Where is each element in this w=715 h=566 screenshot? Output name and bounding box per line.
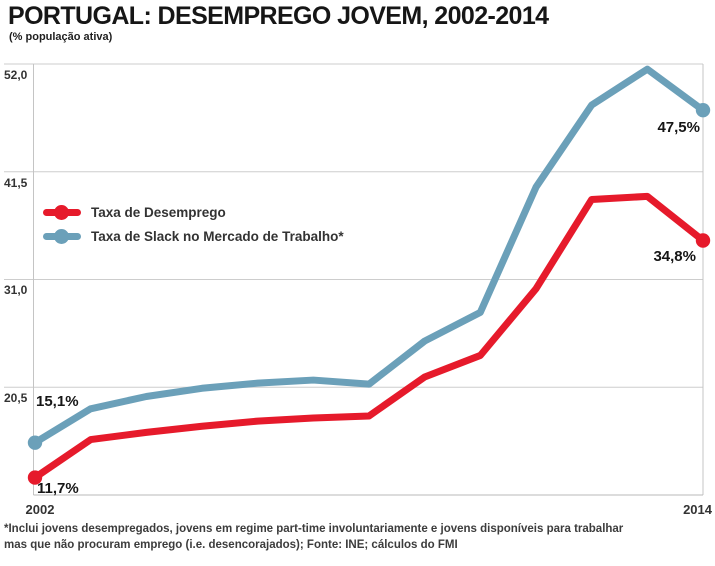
y-tick-31: 31,0 <box>4 283 28 297</box>
page-title: PORTUGAL: DESEMPREGO JOVEM, 2002-2014 <box>8 2 549 30</box>
footnote-line-2: mas que não procuram emprego (i.e. desen… <box>4 539 458 551</box>
y-tick-52: 52,0 <box>4 68 28 82</box>
x-tick-2002: 2002 <box>25 502 55 517</box>
series-1-endpoint-dot <box>27 435 43 450</box>
slack-end-value-label: 47,5% <box>657 119 700 136</box>
desemprego-start-value-label: 11,7% <box>37 480 79 497</box>
series-1-endpoint-dot <box>695 102 711 118</box>
legend-label-desemprego: Taxa de Desemprego <box>91 204 226 220</box>
footnote: *Inclui jovens desempregados, jovens em … <box>4 521 714 553</box>
y-tick-41-5: 41,5 <box>4 176 28 190</box>
series-line-0 <box>31 192 707 482</box>
series-line-1 <box>31 65 707 447</box>
x-tick-2014: 2014 <box>683 502 712 517</box>
desemprego-end-value-label: 34,8% <box>653 248 696 265</box>
series-0-endpoint-dot <box>695 233 711 248</box>
footnote-line-1: *Inclui jovens desempregados, jovens em … <box>4 523 624 535</box>
legend-item-slack: Taxa de Slack no Mercado de Trabalho* <box>43 224 344 248</box>
legend-label-slack: Taxa de Slack no Mercado de Trabalho* <box>91 228 344 244</box>
legend-item-desemprego: Taxa de Desemprego <box>43 200 344 224</box>
series-0-endpoint-dot <box>27 470 43 485</box>
slack-line-marker-icon <box>43 228 81 244</box>
chart-subtitle: (% população ativa) <box>9 31 113 43</box>
desemprego-line-marker-icon <box>43 204 81 220</box>
y-tick-20-5: 20,5 <box>4 391 28 405</box>
legend: Taxa de Desemprego Taxa de Slack no Merc… <box>43 200 344 248</box>
slack-start-value-label: 15,1% <box>36 393 79 410</box>
